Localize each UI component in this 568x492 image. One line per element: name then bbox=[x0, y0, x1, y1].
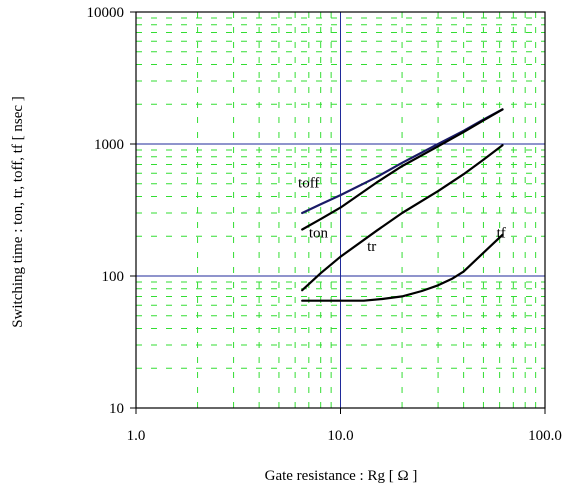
series-line-tr bbox=[301, 144, 504, 292]
x-tick-label: 10.0 bbox=[327, 428, 353, 444]
curve-label-ton: ton bbox=[309, 226, 329, 242]
x-tick-label: 1.0 bbox=[127, 428, 146, 444]
curve-label-tf: tf bbox=[497, 226, 506, 242]
x-axis-title: Gate resistance : Rg [ Ω ] bbox=[265, 468, 418, 484]
series-line-tf bbox=[301, 233, 504, 302]
curve-label-toff: toff bbox=[298, 175, 319, 191]
annotation-layer: toff ton tr tf bbox=[298, 175, 506, 255]
x-tick-label: 100.0 bbox=[528, 428, 562, 444]
curve-label-tr: tr bbox=[367, 239, 376, 255]
tick-layer: 1.0 10.0 100.0 10 100 1000 10000 bbox=[87, 5, 562, 444]
series-line-ton bbox=[301, 108, 504, 231]
series-layer bbox=[301, 108, 504, 302]
y-tick-label: 1000 bbox=[94, 137, 124, 153]
y-tick-label: 100 bbox=[102, 269, 125, 285]
y-tick-label: 10000 bbox=[87, 5, 125, 21]
y-tick-label: 10 bbox=[109, 401, 124, 417]
major-grid bbox=[136, 12, 545, 408]
y-axis-title: Switching time : ton, tr, toff, tf [ nse… bbox=[10, 96, 26, 328]
